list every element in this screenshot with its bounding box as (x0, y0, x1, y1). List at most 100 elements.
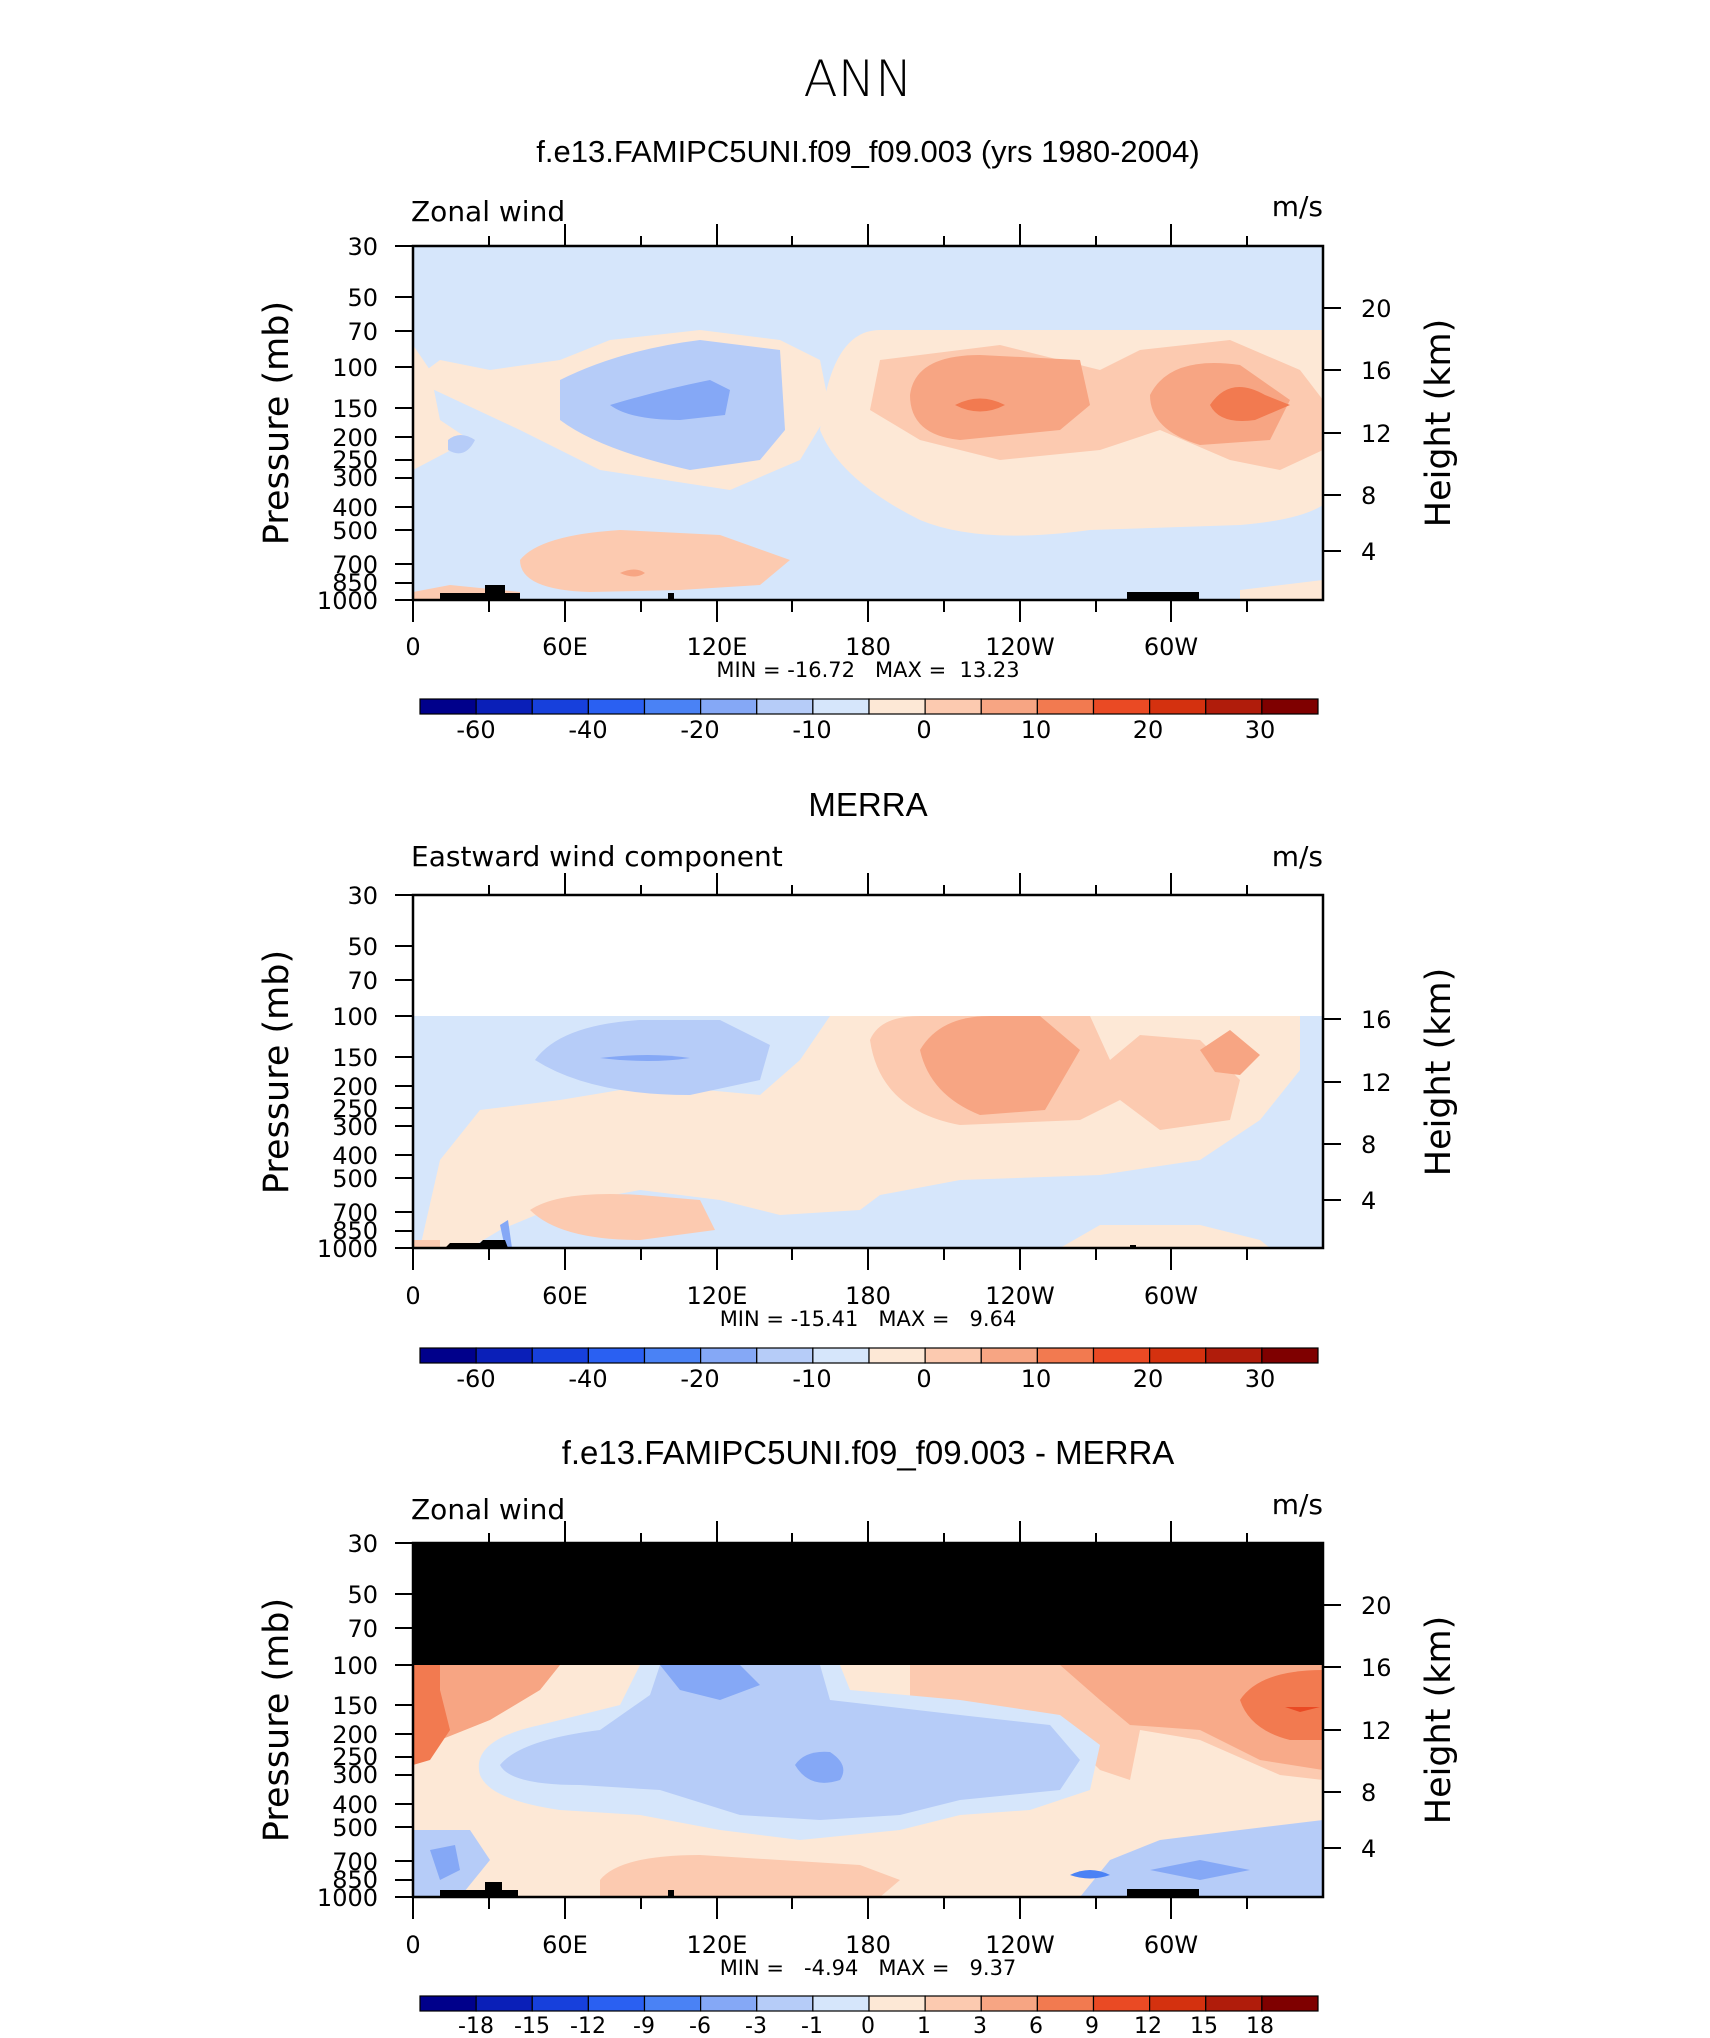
tick-label: 500 (332, 1814, 378, 1842)
colorbar-swatch (1261, 698, 1319, 715)
colorbar-label: 6 (1029, 2014, 1043, 2038)
tick-label: 700 (332, 1199, 378, 1227)
panel-merra: MERRA Eastward wind component m/s (257, 786, 1459, 1393)
tick-label: 16 (1361, 1654, 1392, 1682)
colorbar-label: -6 (689, 2014, 711, 2038)
colorbar-swatch (419, 1347, 477, 1364)
tick-label: 30 (347, 233, 378, 261)
colorbar-swatch (531, 698, 589, 715)
colorbar-label: -12 (570, 2014, 606, 2038)
colorbar-label: 9 (1085, 2014, 1099, 2038)
colorbar-label: -1 (801, 2014, 823, 2038)
colorbar-swatch (587, 1347, 646, 1364)
tick-label: 150 (332, 395, 378, 423)
pressure-tick-labels: 30 50 70 100 150 200 250 300 400 500 700… (317, 1530, 378, 1912)
tick-label: 0 (405, 633, 420, 661)
pressure-ticks (395, 894, 413, 1249)
y-axis-label: Pressure (mb) (257, 1598, 297, 1842)
contour-field (413, 895, 1323, 1248)
tick-label: 4 (1361, 538, 1376, 566)
top-ticks (488, 873, 1248, 895)
colorbar-swatch (643, 1347, 702, 1364)
colorbar-swatch (868, 698, 926, 715)
tick-label: 1000 (317, 587, 378, 615)
pressure-ticks (395, 245, 413, 601)
bottom-ticks (412, 1248, 1248, 1270)
colorbar-label: -10 (792, 716, 831, 744)
tick-label: 60E (542, 1931, 588, 1959)
tick-label: 700 (332, 551, 378, 579)
colorbar-swatch (1205, 1995, 1263, 2012)
colorbar-swatch (924, 698, 982, 715)
tick-label: 400 (332, 1142, 378, 1170)
colorbar-swatch (868, 1995, 926, 2012)
colorbar-swatch (587, 698, 646, 715)
variable-label: Zonal wind (411, 1493, 565, 1526)
colorbar-swatch (1149, 1995, 1207, 2012)
tick-label: 100 (332, 1003, 378, 1031)
colorbar-label: 30 (1245, 716, 1276, 744)
colorbar-swatch (1036, 1347, 1095, 1364)
tick-label: 100 (332, 1652, 378, 1680)
colorbar-swatch (1092, 698, 1151, 715)
colorbar-swatch (1036, 698, 1095, 715)
x-tick-labels: 0 60E 120E 180 120W 60W (405, 1282, 1198, 1310)
variable-label: Zonal wind (411, 195, 565, 228)
colorbar-swatch (643, 1995, 702, 2012)
tick-label: 8 (1361, 482, 1376, 510)
tick-label: 30 (347, 882, 378, 910)
tick-label: 70 (347, 967, 378, 995)
bottom-ticks (412, 600, 1248, 622)
colorbar-label: -60 (456, 716, 495, 744)
tick-label: 120W (985, 1931, 1055, 1959)
tick-label: 250 (332, 446, 378, 474)
tick-label: 12 (1361, 1717, 1392, 1745)
colorbar-swatch (812, 698, 870, 715)
bottom-ticks (412, 1897, 1248, 1919)
tick-label: 16 (1361, 1006, 1392, 1034)
colorbar-label: -10 (792, 1365, 831, 1393)
colorbar-labels: -18 -15 -12 -9 -6 -3 -1 0 1 3 6 9 12 15 … (458, 2014, 1274, 2038)
colorbar-label: 0 (916, 716, 931, 744)
colorbar-label: -3 (745, 2014, 767, 2038)
colorbar-label: -60 (456, 1365, 495, 1393)
tick-label: 180 (845, 1931, 891, 1959)
colorbar-swatch (1205, 1347, 1263, 1364)
tick-label: 200 (332, 424, 378, 452)
tick-label: 60W (1144, 1931, 1198, 1959)
colorbar-label: -15 (514, 2014, 550, 2038)
pressure-tick-labels: 30 50 70 100 150 200 250 300 400 500 700… (317, 233, 378, 615)
y-axis-label: Pressure (mb) (257, 950, 297, 1194)
colorbar-labels: -60 -40 -20 -10 0 10 20 30 (456, 1365, 1275, 1393)
colorbar-swatch (700, 698, 758, 715)
panel-model: f.e13.FAMIPC5UNI.f09_f09.003 (yrs 1980-2… (257, 134, 1459, 744)
tick-label: 200 (332, 1073, 378, 1101)
tick-label: 20 (1361, 1592, 1392, 1620)
colorbar-swatch (700, 1347, 758, 1364)
tick-label: 850 (332, 569, 378, 597)
y2-axis-label: Height (km) (1419, 968, 1459, 1177)
tick-label: 500 (332, 1165, 378, 1193)
stats-label: MIN = -15.41 MAX = 9.64 (720, 1307, 1017, 1331)
colorbar-label: -9 (633, 2014, 655, 2038)
colorbar-swatch (419, 698, 477, 715)
colorbar-label: -40 (568, 1365, 607, 1393)
colorbar-swatch (700, 1995, 758, 2012)
x-tick-labels: 0 60E 120E 180 120W 60W (405, 1931, 1198, 1959)
tick-label: 8 (1361, 1779, 1376, 1807)
tick-label: 60E (542, 633, 588, 661)
tick-label: 150 (332, 1044, 378, 1072)
tick-label: 100 (332, 354, 378, 382)
top-ticks (488, 1521, 1248, 1543)
colorbar-label: 15 (1190, 2014, 1218, 2038)
colorbar-labels: -60 -40 -20 -10 0 10 20 30 (456, 716, 1275, 744)
tick-label: 180 (845, 1282, 891, 1310)
colorbar-swatch (1261, 1995, 1319, 2012)
height-tick-labels: 20 16 12 8 4 (1361, 295, 1392, 566)
colorbar-swatch (756, 1347, 814, 1364)
colorbar-label: 20 (1133, 716, 1164, 744)
tick-label: 12 (1361, 1069, 1392, 1097)
colorbar-swatch (419, 1995, 477, 2012)
tick-label: 120E (687, 633, 748, 661)
